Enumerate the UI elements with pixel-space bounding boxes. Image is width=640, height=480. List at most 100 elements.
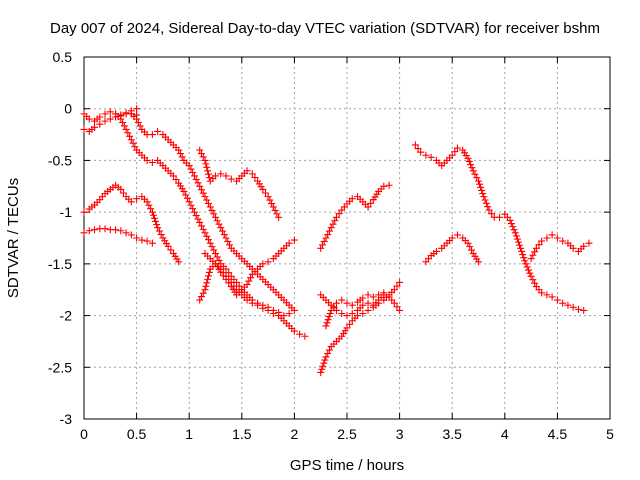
x-tick-label: 4.5 <box>548 426 568 442</box>
data-point <box>364 306 372 314</box>
data-point <box>324 316 332 324</box>
data-point <box>475 177 482 185</box>
data-point <box>364 299 372 307</box>
data-point <box>531 279 539 287</box>
data-point <box>122 125 130 133</box>
data-point <box>285 239 293 247</box>
data-point <box>122 229 130 237</box>
series-track-g <box>80 181 183 266</box>
data-point <box>390 286 398 294</box>
data-point <box>390 299 398 307</box>
data-point <box>204 275 212 283</box>
data-point <box>348 195 356 203</box>
data-point <box>122 109 130 117</box>
axis-ticks <box>83 56 611 420</box>
data-point <box>538 289 546 297</box>
data-point <box>243 167 251 175</box>
data-point <box>155 227 163 235</box>
data-point <box>559 237 567 245</box>
data-point <box>201 193 209 201</box>
series-track-j <box>317 181 393 252</box>
data-point <box>210 246 218 254</box>
data-point <box>523 263 531 271</box>
data-point <box>192 175 200 183</box>
data-point <box>150 214 158 222</box>
data-point <box>369 293 377 301</box>
data-point <box>205 268 213 276</box>
data-point <box>131 143 139 151</box>
series-track-l <box>317 291 404 320</box>
data-point <box>332 213 340 221</box>
data-point <box>226 241 234 249</box>
data-point <box>196 218 204 226</box>
data-point <box>187 201 195 209</box>
data-point <box>464 154 472 162</box>
data-point <box>187 165 195 173</box>
data-point <box>204 272 212 280</box>
x-tick-label: 4 <box>501 426 509 442</box>
data-point <box>453 231 461 239</box>
data-point <box>192 212 200 220</box>
data-point <box>197 186 205 194</box>
data-point <box>106 115 114 123</box>
x-tick-labels: 0 0.5 1 1.5 2 2.5 3 3.5 4 4.5 5 <box>80 426 614 442</box>
data-point <box>380 289 388 297</box>
data-point <box>154 127 162 135</box>
data-point <box>124 129 132 137</box>
data-point <box>465 157 473 165</box>
y-tick-labels: -3 -2.5 -2 -1.5 -1 -0.5 0 0.5 <box>48 49 72 427</box>
data-point <box>275 213 283 221</box>
data-point <box>477 183 485 191</box>
data-point <box>271 206 279 214</box>
data-point <box>516 241 524 249</box>
series-track-i <box>196 146 283 221</box>
data-point <box>332 299 340 307</box>
data-point <box>199 153 207 161</box>
data-point <box>488 210 496 218</box>
data-point <box>482 199 490 207</box>
data-point <box>338 296 346 304</box>
data-point <box>480 193 488 201</box>
data-point <box>248 170 256 178</box>
data-point <box>548 293 556 301</box>
data-point <box>206 203 214 211</box>
data-point <box>343 299 351 307</box>
data-point <box>513 235 521 243</box>
data-point <box>285 310 293 318</box>
data-point <box>348 310 356 318</box>
data-point <box>119 119 127 127</box>
data-point <box>264 258 272 266</box>
data-point <box>535 241 543 249</box>
data-point <box>127 136 135 144</box>
data-point <box>259 304 267 312</box>
data-point <box>273 210 281 218</box>
data-point <box>220 231 228 239</box>
chart-title: Day 007 of 2024, Sidereal Day-to-day VTE… <box>50 20 600 37</box>
data-point <box>152 217 160 225</box>
data-point <box>196 296 204 304</box>
data-point <box>322 234 330 242</box>
data-point <box>133 105 141 113</box>
data-point <box>527 272 535 280</box>
data-point <box>133 234 141 242</box>
data-point <box>154 224 162 232</box>
data-point <box>148 158 156 166</box>
data-point <box>206 239 214 247</box>
data-point <box>208 243 216 251</box>
data-point <box>585 239 593 247</box>
data-point <box>331 217 339 225</box>
data-point <box>580 242 588 250</box>
data-point <box>325 346 333 354</box>
data-point <box>324 349 332 357</box>
data-point <box>182 191 190 199</box>
data-point <box>117 227 125 235</box>
data-point <box>290 236 298 244</box>
data-point <box>524 266 532 274</box>
data-point <box>147 205 155 213</box>
data-point <box>254 301 262 309</box>
data-point <box>485 206 493 214</box>
data-point <box>175 258 183 266</box>
series-track-n <box>411 141 588 314</box>
data-point <box>343 312 351 320</box>
data-point <box>574 305 582 313</box>
